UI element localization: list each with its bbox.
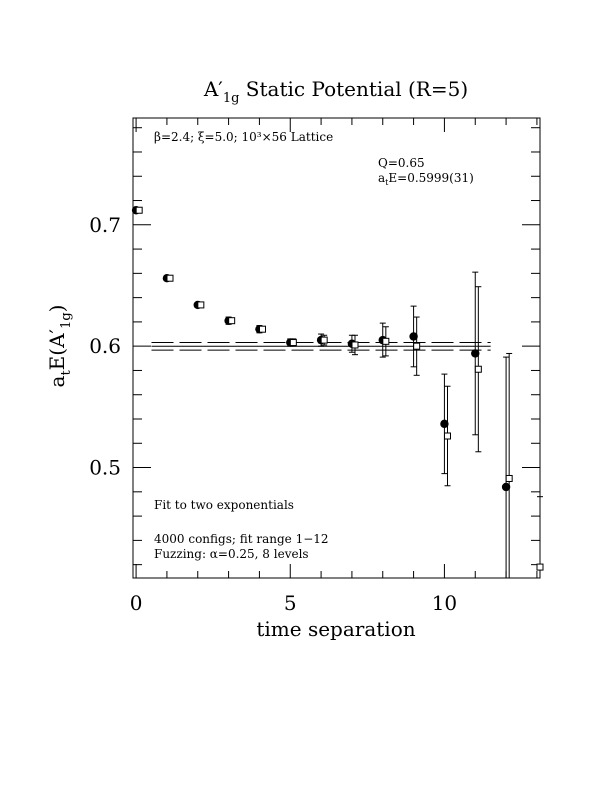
open-square-marker [320, 336, 328, 344]
data-point-square [320, 334, 328, 346]
open-square-marker [474, 365, 482, 373]
data-point-square [135, 206, 143, 214]
fit-method-annotation: Fit to two exponentials [154, 498, 294, 512]
y-tick-label: 0.7 [89, 213, 121, 237]
configs-annotation: 4000 configs; fit range 1−12 [154, 532, 329, 546]
chart-title: A′1g Static Potential (R=5) [203, 77, 468, 106]
data-point-square [413, 316, 421, 376]
open-square-marker [536, 563, 544, 571]
open-square-marker [259, 325, 266, 333]
open-square-marker [413, 342, 421, 350]
q-annotation: Q=0.65 [378, 156, 425, 170]
data-point-circle [471, 271, 480, 436]
open-square-marker [444, 432, 451, 440]
filled-circle-marker [471, 349, 480, 358]
open-square-marker [382, 337, 390, 345]
y-tick-label: 0.5 [89, 456, 121, 480]
x-tick-label: 5 [284, 591, 297, 615]
filled-circle-marker [409, 332, 418, 341]
data-point-square [382, 326, 390, 357]
axis-tick-labels: 0 5 10 0.5 0.6 0.7 [89, 213, 457, 615]
data-point-circle [409, 305, 418, 368]
fuzzing-annotation: Fuzzing: α=0.25, 8 levels [154, 547, 309, 561]
data-point-square [351, 334, 359, 356]
filled-circle-marker [501, 482, 511, 492]
x-tick-label: 0 [130, 591, 143, 615]
plot-frame [132, 117, 541, 579]
data-point-square [444, 385, 451, 487]
data-point-square [228, 317, 236, 325]
filled-circle-marker [440, 419, 449, 429]
data-point-square [259, 325, 266, 333]
open-square-marker [166, 274, 174, 282]
open-square-marker [351, 341, 359, 349]
x-axis-label: time separation [256, 617, 415, 641]
x-tick-label: 10 [432, 591, 457, 615]
lattice-annotation: β=2.4; ξ=5.0; 10³×56 Lattice [154, 130, 333, 144]
data-point-square [166, 274, 174, 282]
data-point-circle [440, 373, 449, 475]
open-square-marker [135, 206, 143, 214]
open-square-marker [228, 317, 236, 325]
axis-ticks [133, 118, 540, 578]
data-point-square [505, 352, 513, 578]
data-point-square [289, 338, 297, 347]
data-point-circle [501, 356, 511, 578]
open-square-marker [289, 339, 297, 347]
y-axis-label: atE(A′1g) [45, 305, 74, 388]
y-tick-label: 0.6 [89, 334, 121, 358]
data-point-square [474, 286, 482, 453]
data-point-square [197, 301, 205, 309]
fit-energy-annotation: atE=0.5999(31) [378, 171, 474, 187]
open-square-marker [505, 474, 513, 482]
data-point-square [536, 496, 544, 578]
open-square-marker [197, 301, 205, 309]
data-series [131, 206, 544, 578]
